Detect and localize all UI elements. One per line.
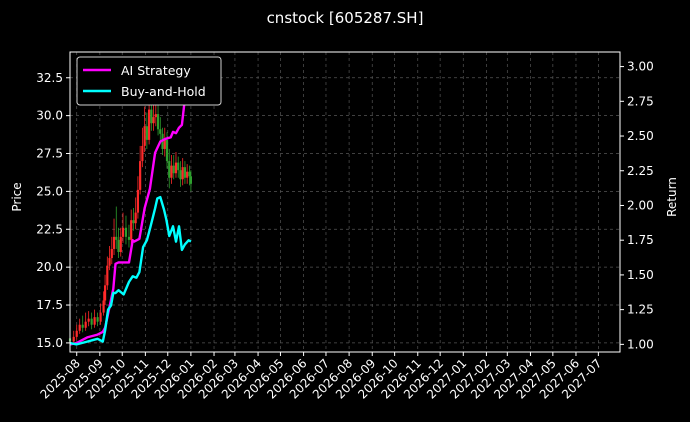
candle-body xyxy=(177,162,180,171)
y-left-tick-label: 27.5 xyxy=(36,147,63,161)
candle-body xyxy=(183,167,187,178)
candle-body xyxy=(112,236,116,249)
grid-lines xyxy=(70,52,620,352)
y-right-tick-label: 1.50 xyxy=(627,268,654,282)
candle-body xyxy=(78,324,81,331)
candle-body xyxy=(72,336,75,342)
candle-body xyxy=(179,170,182,180)
candle-body xyxy=(181,167,184,180)
y-left-tick-label: 20.0 xyxy=(36,260,63,274)
candle-body xyxy=(106,265,109,286)
y-left-tick-label: 15.0 xyxy=(36,336,63,350)
y-right-tick-label: 2.50 xyxy=(627,129,654,143)
y-axis-right-label: Return xyxy=(665,177,679,217)
candle-body xyxy=(159,129,162,134)
candle-body xyxy=(172,165,175,174)
candle-body xyxy=(87,318,90,322)
candle-body xyxy=(188,171,191,177)
candle-body xyxy=(93,317,96,325)
return-lines xyxy=(69,63,192,346)
candle-body xyxy=(139,161,142,190)
candle-body xyxy=(150,109,153,124)
candle-body xyxy=(145,126,148,140)
candle-body xyxy=(148,109,151,140)
candle-body xyxy=(84,321,87,328)
candle-body xyxy=(134,212,137,224)
series-line-ai-strategy xyxy=(69,63,192,346)
candle-body xyxy=(99,312,102,322)
legend-label-buy-and-hold: Buy-and-Hold xyxy=(121,84,206,99)
candle-body xyxy=(163,139,166,149)
y-right-tick-label: 2.75 xyxy=(627,94,654,108)
candle-body xyxy=(81,324,84,328)
y-right-tick-label: 1.00 xyxy=(627,337,654,351)
candle-body xyxy=(124,227,128,237)
candlestick-series xyxy=(68,94,192,346)
candle-body xyxy=(143,126,146,146)
candle-body xyxy=(127,236,131,240)
candle-body xyxy=(121,227,125,237)
candle-body xyxy=(189,176,192,184)
candle-body xyxy=(119,236,122,252)
y-right-tick-label: 2.00 xyxy=(627,198,654,212)
candle-body xyxy=(141,145,144,162)
y-right-tick-label: 3.00 xyxy=(627,60,654,74)
candle-body xyxy=(96,317,99,322)
series-line-buy-and-hold xyxy=(69,195,192,346)
y-right-tick-label: 1.25 xyxy=(627,303,654,317)
candle-body xyxy=(152,117,155,124)
candle-body xyxy=(102,300,105,313)
legend: AI Strategy Buy-and-Hold xyxy=(76,56,222,106)
candle-body xyxy=(103,285,107,301)
candle-body xyxy=(186,171,189,178)
candle-body xyxy=(75,330,78,337)
candle-body xyxy=(110,248,113,259)
legend-label-ai-strategy: AI Strategy xyxy=(121,63,191,78)
y-axis-left: 15.0 17.5 20.0 22.5 25.0 27.5 30.0 32.5 xyxy=(36,71,70,350)
candle-body xyxy=(154,114,157,118)
candle-body xyxy=(174,162,178,174)
candle-body xyxy=(90,318,93,325)
chart-title: cnstock [605287.SH] xyxy=(267,9,424,27)
y-axis-left-label: Price xyxy=(10,182,24,211)
y-left-tick-label: 22.5 xyxy=(36,222,63,236)
candle-body xyxy=(108,258,111,266)
candle-body xyxy=(132,220,135,224)
candle-body xyxy=(168,161,171,178)
legend-box xyxy=(76,56,222,106)
y-left-tick-label: 30.0 xyxy=(36,109,63,123)
candle-body xyxy=(165,139,169,162)
candle-body xyxy=(117,239,120,252)
x-axis: 2025-082025-092025-102025-112025-122026-… xyxy=(37,352,604,402)
y-axis-right: 1.00 1.25 1.50 1.75 2.00 2.25 2.50 2.75 3.00 xyxy=(620,60,654,351)
y-left-tick-label: 32.5 xyxy=(36,71,63,85)
candle-body xyxy=(156,114,160,130)
candle-body xyxy=(130,220,133,240)
plot-frame xyxy=(69,51,621,353)
y-left-tick-label: 25.0 xyxy=(36,184,63,198)
candle-body xyxy=(136,189,140,213)
y-left-tick-label: 17.5 xyxy=(36,298,63,312)
y-right-tick-label: 1.75 xyxy=(627,233,654,247)
candle-body xyxy=(170,165,173,178)
candle-body xyxy=(115,236,118,240)
y-right-tick-label: 2.25 xyxy=(627,164,654,178)
